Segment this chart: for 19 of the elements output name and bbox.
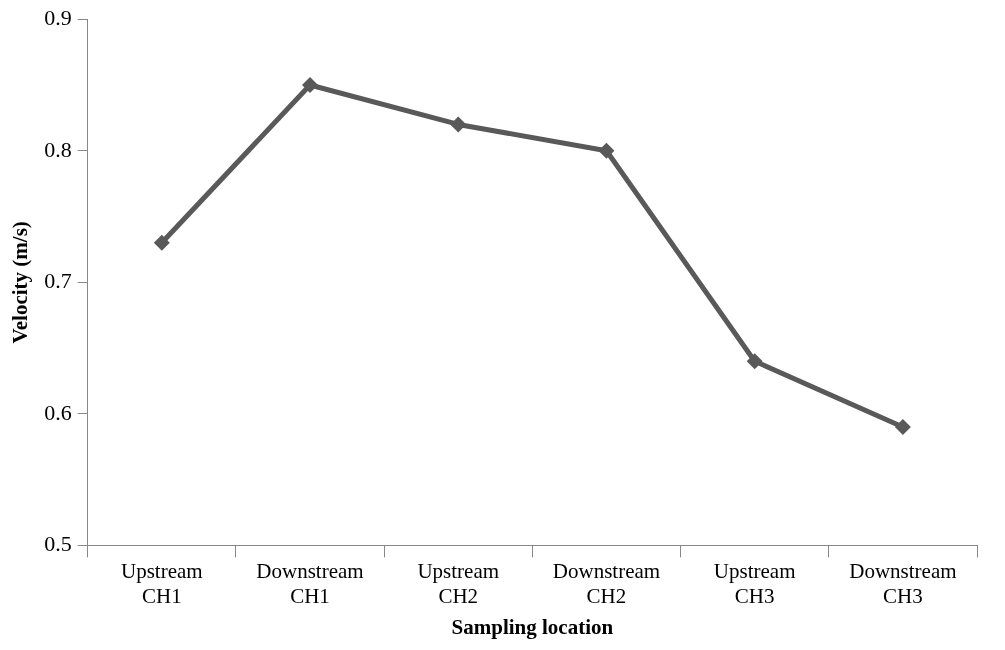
- y-axis-title: Velocity (m/s): [8, 221, 33, 344]
- x-tick-label: Downstream CH1: [256, 558, 364, 608]
- x-tick-label: Upstream CH2: [417, 558, 500, 608]
- point: [450, 116, 467, 133]
- x-tick-label: Downstream CH2: [552, 558, 661, 608]
- y-tick-label: 0.5: [44, 531, 72, 557]
- y-tick-label: 0.8: [44, 136, 72, 162]
- x-tick-label: Downstream CH3: [849, 558, 957, 608]
- point: [302, 76, 319, 93]
- x-tick-label: Upstream CH3: [713, 558, 796, 608]
- point: [598, 142, 615, 159]
- point: [746, 353, 763, 370]
- y-tick-label: 0.6: [44, 399, 72, 425]
- y-tick-label: 0.7: [44, 268, 72, 294]
- point: [153, 234, 170, 251]
- y-tick-label: 0.9: [44, 4, 72, 30]
- x-axis-title: Sampling location: [451, 614, 614, 639]
- x-tick-label: Upstream CH1: [120, 558, 203, 608]
- point: [894, 419, 911, 436]
